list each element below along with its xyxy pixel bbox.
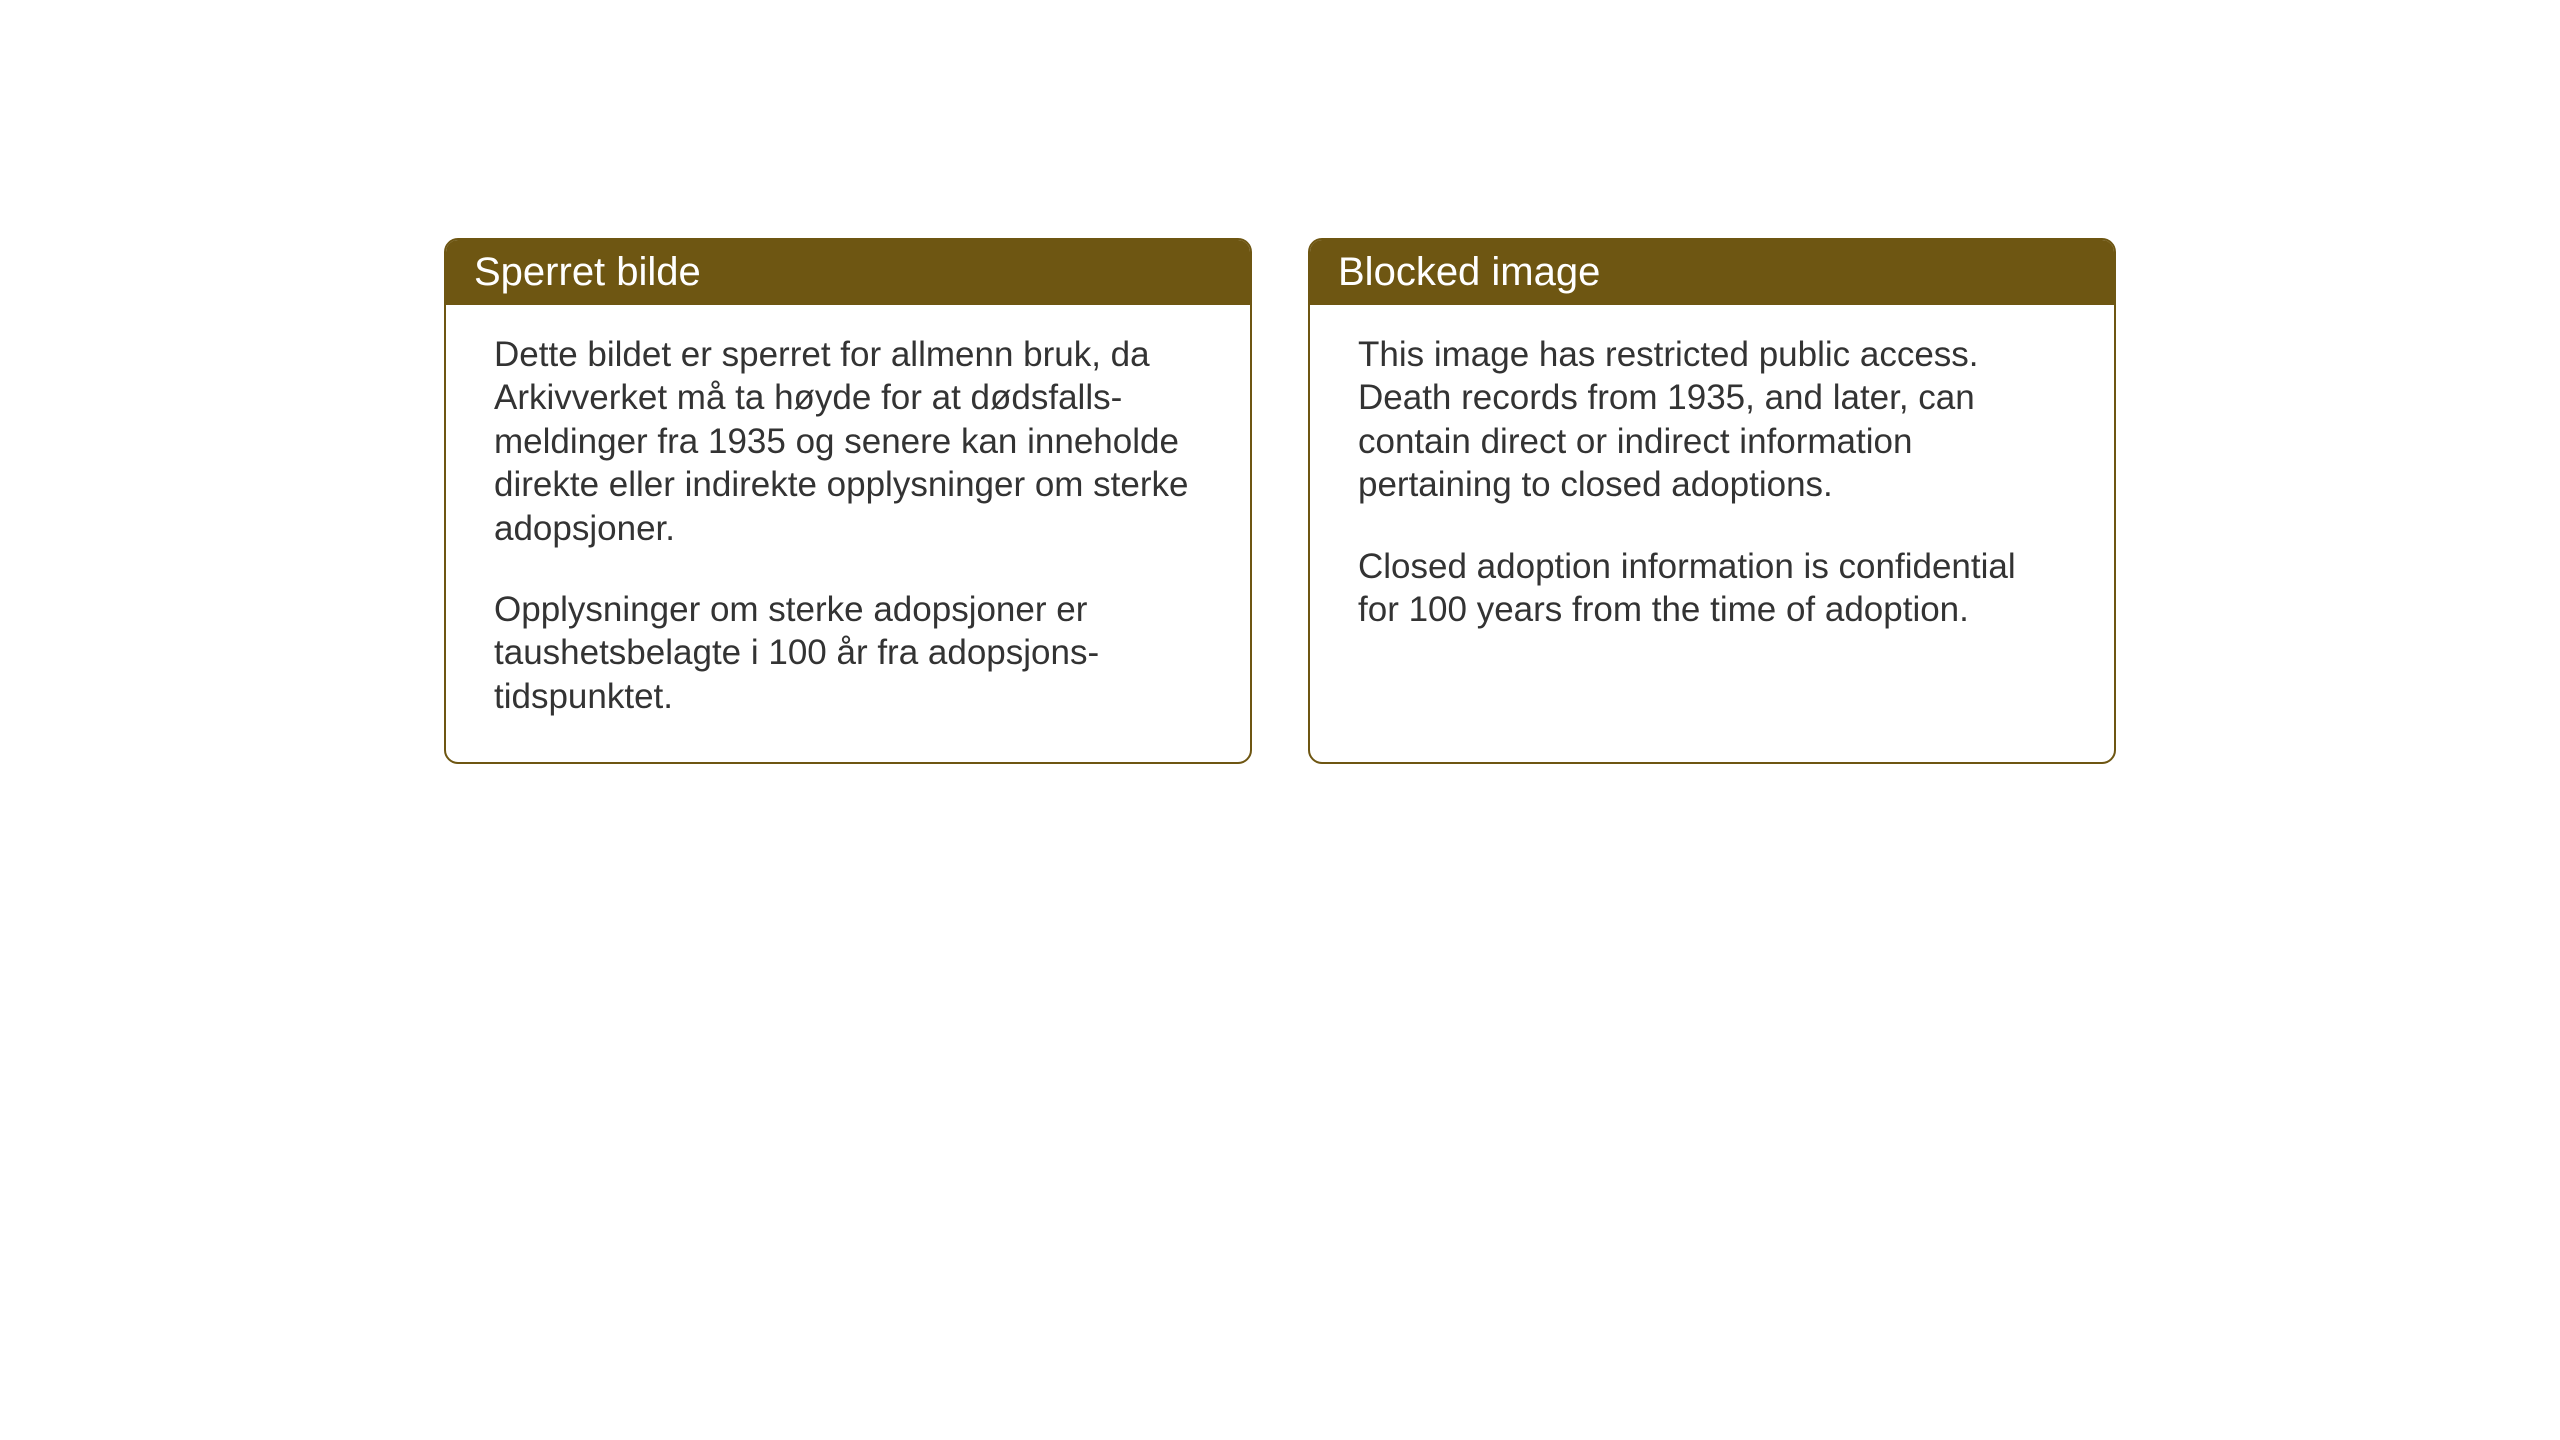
norwegian-card-body: Dette bildet er sperret for allmenn bruk… (446, 305, 1250, 762)
norwegian-card-title: Sperret bilde (446, 240, 1250, 305)
english-card-title: Blocked image (1310, 240, 2114, 305)
english-notice-card: Blocked image This image has restricted … (1308, 238, 2116, 764)
notice-container: Sperret bilde Dette bildet er sperret fo… (444, 238, 2116, 764)
english-card-body: This image has restricted public access.… (1310, 305, 2114, 675)
norwegian-notice-card: Sperret bilde Dette bildet er sperret fo… (444, 238, 1252, 764)
norwegian-paragraph-1: Dette bildet er sperret for allmenn bruk… (494, 333, 1202, 550)
english-paragraph-2: Closed adoption information is confident… (1358, 545, 2066, 632)
english-paragraph-1: This image has restricted public access.… (1358, 333, 2066, 507)
norwegian-paragraph-2: Opplysninger om sterke adopsjoner er tau… (494, 588, 1202, 718)
